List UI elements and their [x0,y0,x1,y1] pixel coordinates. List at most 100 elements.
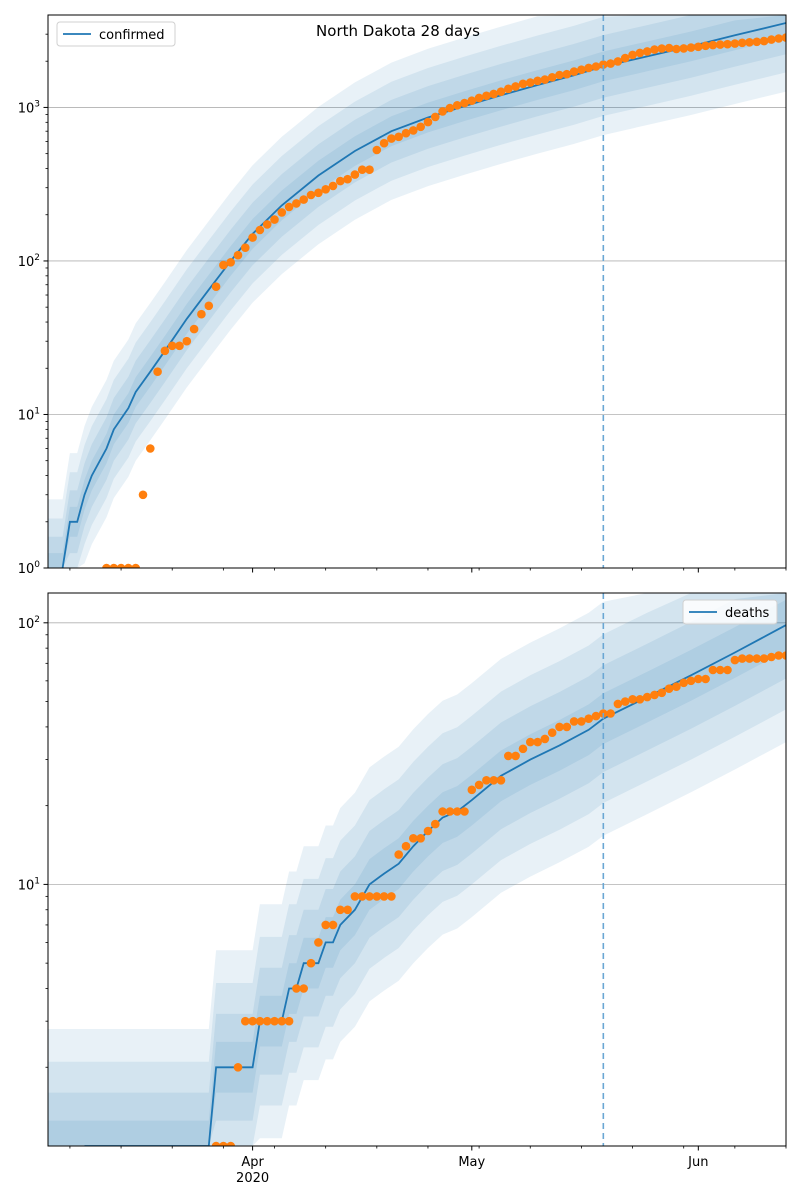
observation-point [160,346,170,356]
observation-point [467,785,477,795]
observation-point [672,44,681,54]
axes-frame [47,592,787,1147]
observation-point [299,984,309,993]
observation-point [219,260,228,270]
uncertainty-band [48,593,786,1146]
observation-point [482,91,491,101]
observation-point [306,958,316,968]
observation-point [657,688,667,698]
observation-point [153,367,162,377]
observation-point [781,651,786,660]
x-tick-sublabel: 2020 [236,1171,269,1186]
observation-point [292,984,301,993]
observation-point [292,199,301,208]
observation-point [628,50,637,60]
observation-point [518,79,528,89]
observation-point [577,717,586,726]
observation-point [533,76,542,86]
observation-point [211,282,221,292]
observation-point [379,138,389,148]
observation-point [737,654,747,663]
observation-point [270,1016,279,1026]
observation-point [416,122,426,132]
observation-point [241,1016,250,1026]
observation-point [211,1141,221,1146]
observation-point [540,734,550,744]
observation-point [759,654,769,663]
observation-point [650,690,659,700]
observation-point [431,112,440,122]
observation-point [431,819,440,829]
observation-point [642,47,652,56]
observation-point [759,36,769,46]
confirmed-panel: 100 101 102 103 confirmed [18,14,787,577]
observation-point [591,711,601,721]
observation-point [124,563,133,568]
observation-point [387,134,396,143]
observation-point [401,841,411,851]
observation-point [116,563,126,568]
observation-point [146,444,155,453]
observation-point [401,128,411,138]
observation-point [167,341,177,351]
observation-point [197,309,206,319]
observation-point [620,53,630,63]
observation-point [518,744,528,754]
observation-point [606,59,615,68]
observation-point [723,665,732,675]
observation-point [182,336,192,346]
observation-point [423,117,433,127]
observation-point [496,87,506,96]
observation-point [642,692,652,702]
observation-point [606,709,615,718]
observation-point [504,751,513,761]
observation-point [730,39,740,48]
axes-frame [47,14,787,569]
uncertainty-band [48,593,786,1146]
legend-box [682,599,778,625]
observation-point [767,35,776,44]
observation-point [270,215,279,224]
observation-point [233,250,243,260]
observation-point [226,1141,235,1146]
observation-point [336,905,345,915]
legend-label: confirmed [99,28,165,43]
observation-point [686,43,696,52]
observation-point [372,892,382,901]
observation-point [277,208,287,217]
observation-point [672,682,681,691]
observation-point [262,1016,272,1026]
y-tick-label: 102 [18,253,40,270]
observation-point [452,101,462,110]
observation-point [102,563,111,568]
observation-point [394,132,404,142]
x-tick-label: Apr [241,1155,264,1170]
observation-point [752,654,762,663]
observation-point [219,1141,228,1146]
observation-point [299,195,309,204]
y-tick-label: 100 [18,560,41,577]
observation-point [365,165,374,174]
observation-point [365,892,374,901]
observation-point [482,776,491,785]
observation-point [489,89,499,99]
observation-point [387,892,396,901]
observation-point [460,98,469,108]
y-tick-label: 101 [18,406,40,423]
observation-point [343,905,352,915]
observation-point [321,185,331,194]
observation-point [255,225,265,235]
observation-point [350,170,360,179]
observation-point [445,103,455,113]
observation-point [423,826,433,836]
observation-point [452,807,462,816]
observation-point [547,728,557,737]
observation-point [591,62,601,71]
observation-point [686,676,696,686]
observation-point [694,674,703,684]
observation-point [284,202,294,212]
uncertainty-band [48,599,786,1146]
observation-point [394,850,404,859]
observation-point [314,188,323,198]
observation-point [569,67,579,76]
